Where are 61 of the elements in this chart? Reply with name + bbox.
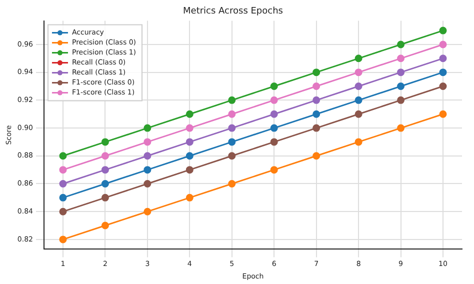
point [186, 166, 194, 174]
point [439, 26, 447, 34]
point [186, 194, 194, 202]
point [354, 54, 362, 62]
point [186, 138, 194, 146]
point [228, 96, 236, 104]
point [312, 68, 320, 76]
point [101, 166, 109, 174]
point [312, 124, 320, 132]
point [354, 138, 362, 146]
point [101, 194, 109, 202]
chart-title: Metrics Across Epochs [183, 6, 284, 17]
point [144, 166, 152, 174]
point [59, 152, 67, 160]
point [144, 180, 152, 188]
point [354, 68, 362, 76]
point [397, 40, 405, 48]
point [228, 124, 236, 132]
point [186, 152, 194, 160]
point [144, 138, 152, 146]
point [101, 138, 109, 146]
point [270, 138, 278, 146]
point [439, 68, 447, 76]
point [397, 68, 405, 76]
point [59, 208, 67, 216]
point [312, 96, 320, 104]
point [59, 236, 67, 244]
point [354, 110, 362, 118]
point [228, 152, 236, 160]
point [59, 194, 67, 202]
point [270, 110, 278, 118]
point [186, 110, 194, 118]
point [439, 40, 447, 48]
point [228, 138, 236, 146]
point [354, 82, 362, 90]
point [270, 124, 278, 132]
point [354, 96, 362, 104]
point [101, 180, 109, 188]
point [397, 82, 405, 90]
point [270, 96, 278, 104]
point [312, 152, 320, 160]
point [144, 152, 152, 160]
point [439, 54, 447, 62]
point [439, 82, 447, 90]
point [59, 166, 67, 174]
point [144, 124, 152, 132]
point [101, 152, 109, 160]
point [186, 124, 194, 132]
point [228, 110, 236, 118]
point [270, 166, 278, 174]
point [312, 82, 320, 90]
point [144, 208, 152, 216]
point [312, 110, 320, 118]
point [59, 180, 67, 188]
point [397, 124, 405, 132]
point [101, 222, 109, 230]
point [397, 96, 405, 104]
point [439, 110, 447, 118]
point [270, 82, 278, 90]
point [397, 54, 405, 62]
point [228, 180, 236, 188]
